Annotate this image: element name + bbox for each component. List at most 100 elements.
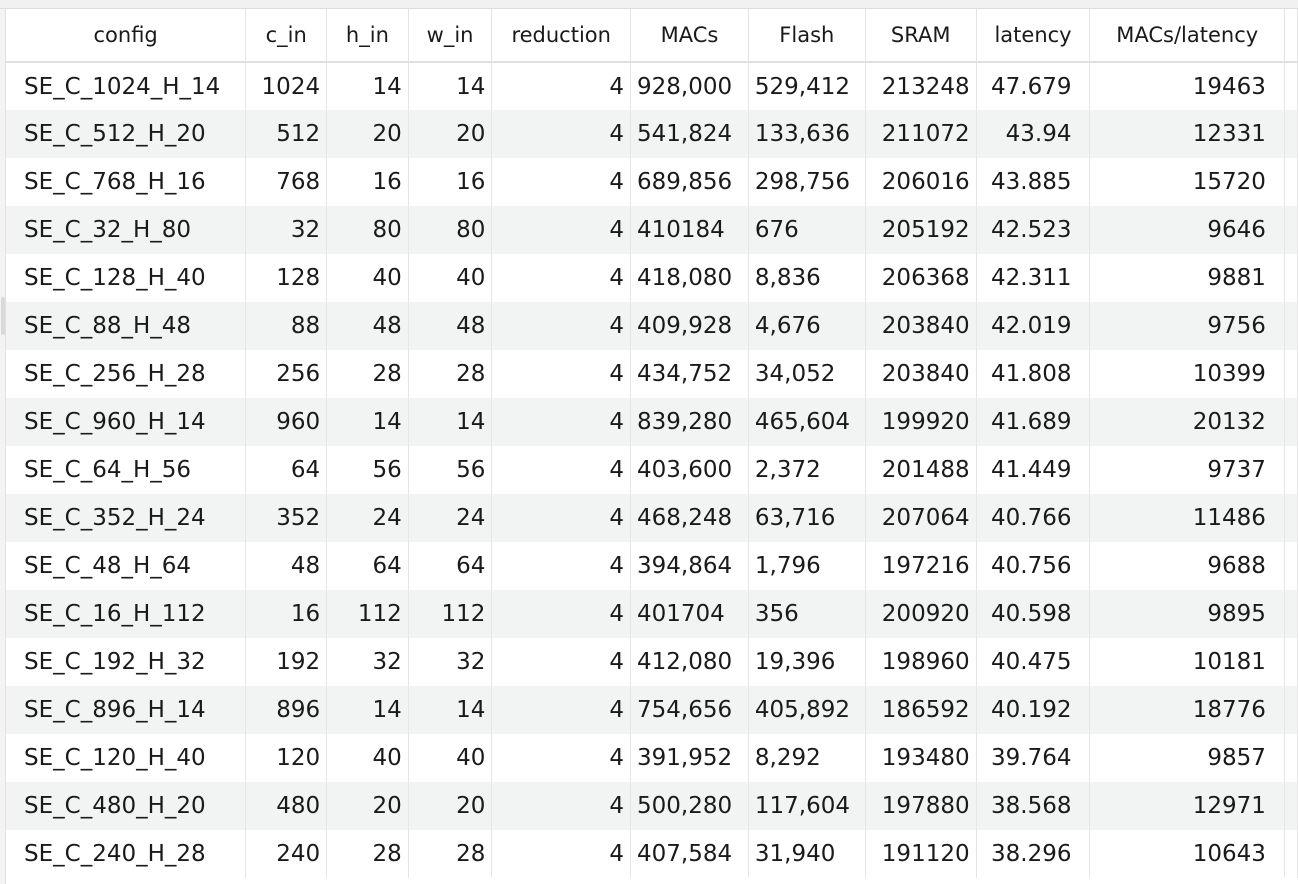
cell-config[interactable]: SE_C_768_H_16 bbox=[6, 158, 247, 206]
cell-sram[interactable]: 198960 bbox=[865, 638, 977, 686]
cell-w-in[interactable]: 24 bbox=[408, 494, 493, 542]
cell-w-in[interactable]: 28 bbox=[408, 350, 493, 398]
cell-macs[interactable]: 409,928 bbox=[630, 302, 749, 350]
cell-latency[interactable]: 41.449 bbox=[976, 446, 1091, 494]
cell-reduction[interactable]: 4 bbox=[491, 350, 632, 398]
cell-reduction[interactable]: 4 bbox=[491, 638, 632, 686]
cell-config[interactable]: SE_C_256_H_28 bbox=[6, 350, 247, 398]
cell-macs[interactable]: 500,280 bbox=[630, 782, 749, 830]
cell-config[interactable]: SE_C_128_H_40 bbox=[6, 254, 247, 302]
cell-macs[interactable]: 407,584 bbox=[630, 830, 749, 878]
cell-c-in[interactable]: 896 bbox=[245, 686, 328, 734]
cell-reduction[interactable]: 4 bbox=[491, 158, 632, 206]
cell-macs[interactable]: 928,000 bbox=[630, 62, 749, 110]
cell-reduction[interactable]: 4 bbox=[491, 686, 632, 734]
cell-sram[interactable]: 206016 bbox=[865, 158, 977, 206]
cell-w-in[interactable]: 48 bbox=[408, 302, 493, 350]
cell-sram[interactable]: 200920 bbox=[865, 590, 977, 638]
cell-macs-per-latency[interactable]: 10181 bbox=[1089, 638, 1285, 686]
cell-h-in[interactable]: 48 bbox=[326, 302, 409, 350]
cell-sram[interactable]: 191120 bbox=[865, 830, 977, 878]
cell-macs-per-latency[interactable]: 12331 bbox=[1089, 110, 1285, 158]
cell-c-in[interactable]: 960 bbox=[245, 398, 328, 446]
cell-config[interactable]: SE_C_480_H_20 bbox=[6, 782, 247, 830]
cell-c-in[interactable]: 48 bbox=[245, 542, 328, 590]
cell-macs-per-latency[interactable]: 11486 bbox=[1089, 494, 1285, 542]
cell-reduction[interactable]: 4 bbox=[491, 494, 632, 542]
cell-flash[interactable]: 356 bbox=[748, 590, 866, 638]
cell-h-in[interactable]: 56 bbox=[326, 446, 409, 494]
cell-macs[interactable]: 689,856 bbox=[630, 158, 749, 206]
cell-h-in[interactable]: 40 bbox=[326, 254, 409, 302]
cell-flash[interactable]: 465,604 bbox=[748, 398, 866, 446]
cell-config[interactable]: SE_C_120_H_40 bbox=[6, 734, 247, 782]
cell-w-in[interactable]: 112 bbox=[408, 590, 493, 638]
cell-latency[interactable]: 42.019 bbox=[976, 302, 1091, 350]
cell-latency[interactable]: 39.764 bbox=[976, 734, 1091, 782]
cell-flash[interactable]: 298,756 bbox=[748, 158, 866, 206]
cell-latency[interactable]: 38.296 bbox=[976, 830, 1091, 878]
cell-latency[interactable]: 40.756 bbox=[976, 542, 1091, 590]
column-header-w-in[interactable]: w_in bbox=[408, 9, 493, 63]
cell-flash[interactable]: 4,676 bbox=[748, 302, 866, 350]
cell-macs-per-latency[interactable]: 10399 bbox=[1089, 350, 1285, 398]
cell-latency[interactable]: 42.523 bbox=[976, 206, 1091, 254]
cell-w-in[interactable]: 14 bbox=[408, 686, 493, 734]
cell-c-in[interactable]: 16 bbox=[245, 590, 328, 638]
cell-sram[interactable]: 197216 bbox=[865, 542, 977, 590]
column-header-macs[interactable]: MACs bbox=[630, 9, 749, 63]
column-header-h-in[interactable]: h_in bbox=[326, 9, 409, 63]
cell-config[interactable]: SE_C_896_H_14 bbox=[6, 686, 247, 734]
cell-flash[interactable]: 133,636 bbox=[748, 110, 866, 158]
cell-w-in[interactable]: 40 bbox=[408, 254, 493, 302]
cell-macs-per-latency[interactable]: 9646 bbox=[1089, 206, 1285, 254]
table-row[interactable]: SE_C_48_H_64 48 64 64 4 394,864 1,796 197216 40.… bbox=[6, 542, 1298, 590]
column-header-config[interactable]: config bbox=[6, 9, 247, 63]
cell-latency[interactable]: 43.94 bbox=[976, 110, 1091, 158]
cell-latency[interactable]: 42.311 bbox=[976, 254, 1091, 302]
cell-w-in[interactable]: 80 bbox=[408, 206, 493, 254]
cell-h-in[interactable]: 24 bbox=[326, 494, 409, 542]
cell-macs[interactable]: 468,248 bbox=[630, 494, 749, 542]
cell-flash[interactable]: 1,796 bbox=[748, 542, 866, 590]
table-row[interactable]: SE_C_192_H_32 192 32 32 4 412,080 19,396 198960… bbox=[6, 638, 1298, 686]
cell-macs[interactable]: 412,080 bbox=[630, 638, 749, 686]
cell-h-in[interactable]: 64 bbox=[326, 542, 409, 590]
column-header-macs-per-latency[interactable]: MACs/latency bbox=[1089, 9, 1285, 63]
cell-latency[interactable]: 47.679 bbox=[976, 62, 1091, 110]
cell-reduction[interactable]: 4 bbox=[491, 782, 632, 830]
cell-w-in[interactable]: 56 bbox=[408, 446, 493, 494]
cell-flash[interactable]: 19,396 bbox=[748, 638, 866, 686]
cell-flash[interactable]: 8,836 bbox=[748, 254, 866, 302]
cell-macs[interactable]: 403,600 bbox=[630, 446, 749, 494]
cell-c-in[interactable]: 64 bbox=[245, 446, 328, 494]
cell-w-in[interactable]: 14 bbox=[408, 398, 493, 446]
cell-macs[interactable]: 754,656 bbox=[630, 686, 749, 734]
cell-h-in[interactable]: 14 bbox=[326, 686, 409, 734]
cell-macs[interactable]: 541,824 bbox=[630, 110, 749, 158]
cell-config[interactable]: SE_C_88_H_48 bbox=[6, 302, 247, 350]
cell-config[interactable]: SE_C_960_H_14 bbox=[6, 398, 247, 446]
cell-flash[interactable]: 2,372 bbox=[748, 446, 866, 494]
cell-macs[interactable]: 434,752 bbox=[630, 350, 749, 398]
cell-macs-per-latency[interactable]: 9895 bbox=[1089, 590, 1285, 638]
cell-latency[interactable]: 40.598 bbox=[976, 590, 1091, 638]
cell-h-in[interactable]: 20 bbox=[326, 782, 409, 830]
cell-flash[interactable]: 31,940 bbox=[748, 830, 866, 878]
cell-sram[interactable]: 186592 bbox=[865, 686, 977, 734]
cell-latency[interactable]: 40.192 bbox=[976, 686, 1091, 734]
cell-macs-per-latency[interactable]: 18776 bbox=[1089, 686, 1285, 734]
table-row[interactable]: SE_C_960_H_14 960 14 14 4 839,280 465,604 19992… bbox=[6, 398, 1298, 446]
cell-latency[interactable]: 41.689 bbox=[976, 398, 1091, 446]
cell-macs-per-latency[interactable]: 9756 bbox=[1089, 302, 1285, 350]
cell-macs-per-latency[interactable]: 9688 bbox=[1089, 542, 1285, 590]
table-row[interactable]: SE_C_120_H_40 120 40 40 4 391,952 8,292 193480 3… bbox=[6, 734, 1298, 782]
cell-reduction[interactable]: 4 bbox=[491, 590, 632, 638]
cell-latency[interactable]: 40.766 bbox=[976, 494, 1091, 542]
cell-c-in[interactable]: 128 bbox=[245, 254, 328, 302]
cell-macs-per-latency[interactable]: 9857 bbox=[1089, 734, 1285, 782]
cell-w-in[interactable]: 40 bbox=[408, 734, 493, 782]
cell-reduction[interactable]: 4 bbox=[491, 110, 632, 158]
cell-sram[interactable]: 207064 bbox=[865, 494, 977, 542]
cell-macs[interactable]: 839,280 bbox=[630, 398, 749, 446]
